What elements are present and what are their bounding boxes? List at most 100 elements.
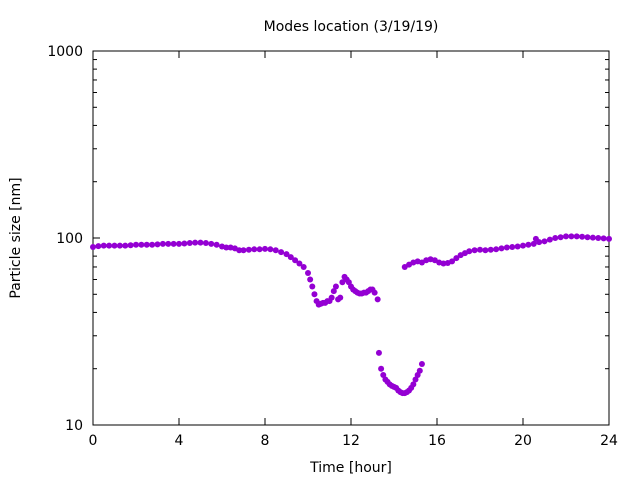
data-point [283,251,290,258]
data-point [165,240,172,247]
data-point [240,247,247,254]
data-point [337,294,344,301]
data-point [541,238,548,245]
data-point [236,247,243,254]
y-axis-label: Particle size [nm] [8,177,24,298]
data-point [503,244,510,251]
data-point [154,241,161,248]
data-point [330,288,337,295]
x-tick-label: 24 [600,433,618,449]
y-tick-label: 100 [56,231,83,247]
data-point [100,242,107,249]
data-point [606,235,612,242]
chart-title: Modes location (3/19/19) [264,19,439,35]
data-point [251,246,258,253]
data-point [278,249,285,256]
data-point [514,243,521,250]
data-point [305,269,311,276]
data-point [245,246,252,253]
data-point [418,360,425,367]
data-point [328,294,335,301]
data-point [133,241,139,248]
data-point [552,235,559,241]
data-point [416,367,423,374]
data-point [573,233,580,240]
data-point [466,248,473,255]
data-point [498,245,505,252]
data-point [296,260,303,267]
data-point [309,283,316,290]
axis-ticks [92,50,610,426]
data-point [557,234,564,241]
data-point [546,236,553,243]
data-point [536,239,543,246]
data-point [449,258,456,265]
data-point [530,240,537,247]
data-point [213,241,220,248]
data-point [600,235,607,242]
data-point [482,247,489,254]
data-point [170,240,177,247]
data-point [122,242,129,249]
data-point [223,244,230,251]
data-point [410,381,417,388]
data-point [563,233,569,240]
data-point [487,246,494,253]
x-tick-label: 16 [428,433,446,449]
data-point [192,239,199,246]
x-tick-label: 4 [175,433,184,449]
data-point [332,283,339,290]
x-tick-label: 0 [89,433,98,449]
data-point [208,240,215,247]
data-point [378,365,385,372]
data-point [287,254,294,261]
data-point [111,242,118,249]
data-point [374,296,381,303]
data-point [579,233,586,240]
data-point [307,276,314,283]
data-point [176,240,182,247]
data-point [477,246,483,253]
x-tick-label: 20 [514,433,532,449]
data-point [584,234,591,241]
data-point [272,247,279,254]
plot-frame [92,50,610,426]
data-point [149,241,156,248]
data-point [589,234,596,241]
data-point [267,246,274,253]
data-point [116,242,123,249]
data-point [186,240,193,247]
data-point [471,247,478,254]
data-point [568,233,575,240]
x-tick-label: 8 [261,433,270,449]
data-point [262,245,268,252]
data-point [181,240,188,247]
data-points [90,233,612,397]
data-point [380,372,387,379]
y-tick-label: 1000 [47,44,83,60]
data-point [95,243,102,250]
data-point [159,240,166,247]
y-tick-label: 10 [65,418,83,434]
data-point [493,246,500,253]
data-point [311,291,318,298]
data-point [127,242,134,249]
data-point [595,235,602,241]
data-point [106,242,113,249]
data-point [453,255,460,262]
data-point [412,376,419,383]
data-point [202,240,209,247]
x-axis-label: Time [hour] [309,460,392,476]
data-point [520,242,526,249]
data-point [256,246,263,253]
data-point [509,244,516,251]
x-tick-label: 12 [342,433,360,449]
data-point [197,239,204,246]
tick-labels: 0 4 8 12 16 20 24 10 100 1000 [47,44,618,449]
data-point [300,263,307,270]
data-point [339,279,346,286]
data-point [90,244,96,251]
data-point [371,289,378,296]
data-point [138,241,145,248]
